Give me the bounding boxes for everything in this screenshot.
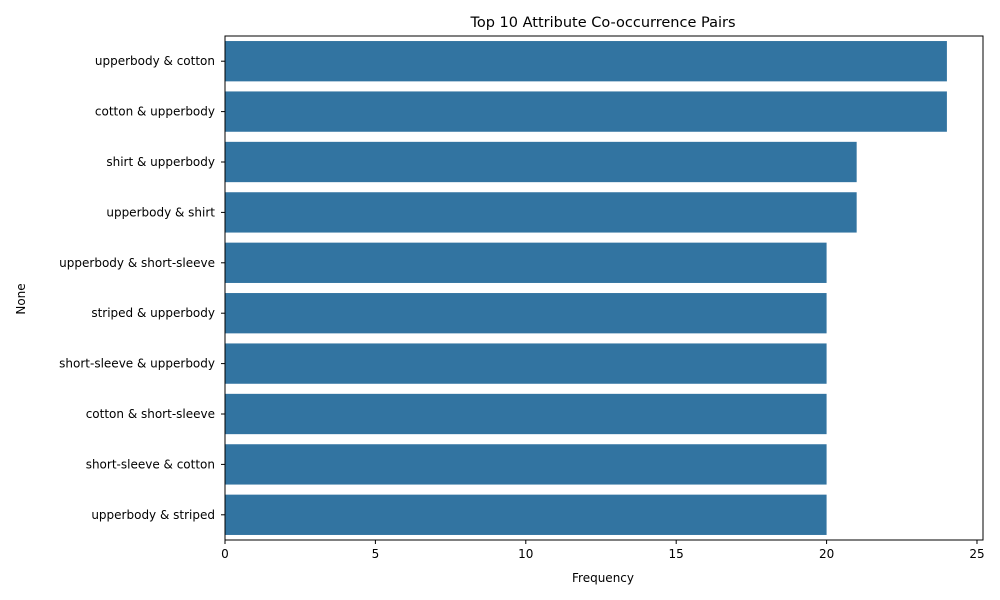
bar-2 bbox=[225, 141, 857, 183]
x-tick-label: 20 bbox=[819, 547, 834, 561]
x-axis-label: Frequency bbox=[572, 571, 634, 585]
y-tick-label: upperbody & short-sleeve bbox=[59, 256, 215, 270]
x-tick-label: 15 bbox=[669, 547, 684, 561]
bar-1 bbox=[225, 91, 947, 132]
x-axis-ticks: 0 5 10 15 20 25 bbox=[221, 540, 985, 561]
y-tick-label: cotton & upperbody bbox=[95, 105, 215, 119]
bar-3 bbox=[225, 192, 857, 233]
y-axis-ticks: upperbody & cotton cotton & upperbody shir… bbox=[59, 54, 225, 522]
bar-8 bbox=[225, 444, 827, 485]
y-tick-label: upperbody & striped bbox=[91, 508, 215, 522]
y-tick-label: upperbody & cotton bbox=[95, 54, 215, 68]
y-tick-label: cotton & short-sleeve bbox=[86, 407, 215, 421]
chart-title: Top 10 Attribute Co-occurrence Pairs bbox=[469, 15, 735, 31]
x-tick-label: 25 bbox=[969, 547, 984, 561]
bar-5 bbox=[225, 293, 827, 334]
y-tick-label: upperbody & shirt bbox=[106, 205, 215, 219]
x-tick-label: 10 bbox=[518, 547, 533, 561]
y-tick-label: short-sleeve & cotton bbox=[86, 457, 215, 471]
bar-6 bbox=[225, 343, 827, 384]
y-axis-label: None bbox=[14, 283, 28, 314]
y-tick-label: shirt & upperbody bbox=[106, 155, 215, 169]
bar-0 bbox=[225, 41, 947, 82]
y-tick-label: short-sleeve & upperbody bbox=[59, 357, 215, 371]
x-tick-label: 0 bbox=[221, 547, 229, 561]
bar-7 bbox=[225, 393, 827, 435]
plot-frame bbox=[224, 35, 984, 541]
x-tick-label: 5 bbox=[372, 547, 380, 561]
bar-9 bbox=[225, 494, 827, 535]
y-tick-label: striped & upperbody bbox=[91, 306, 215, 320]
bar-4 bbox=[225, 242, 827, 283]
bars-group bbox=[225, 41, 947, 535]
